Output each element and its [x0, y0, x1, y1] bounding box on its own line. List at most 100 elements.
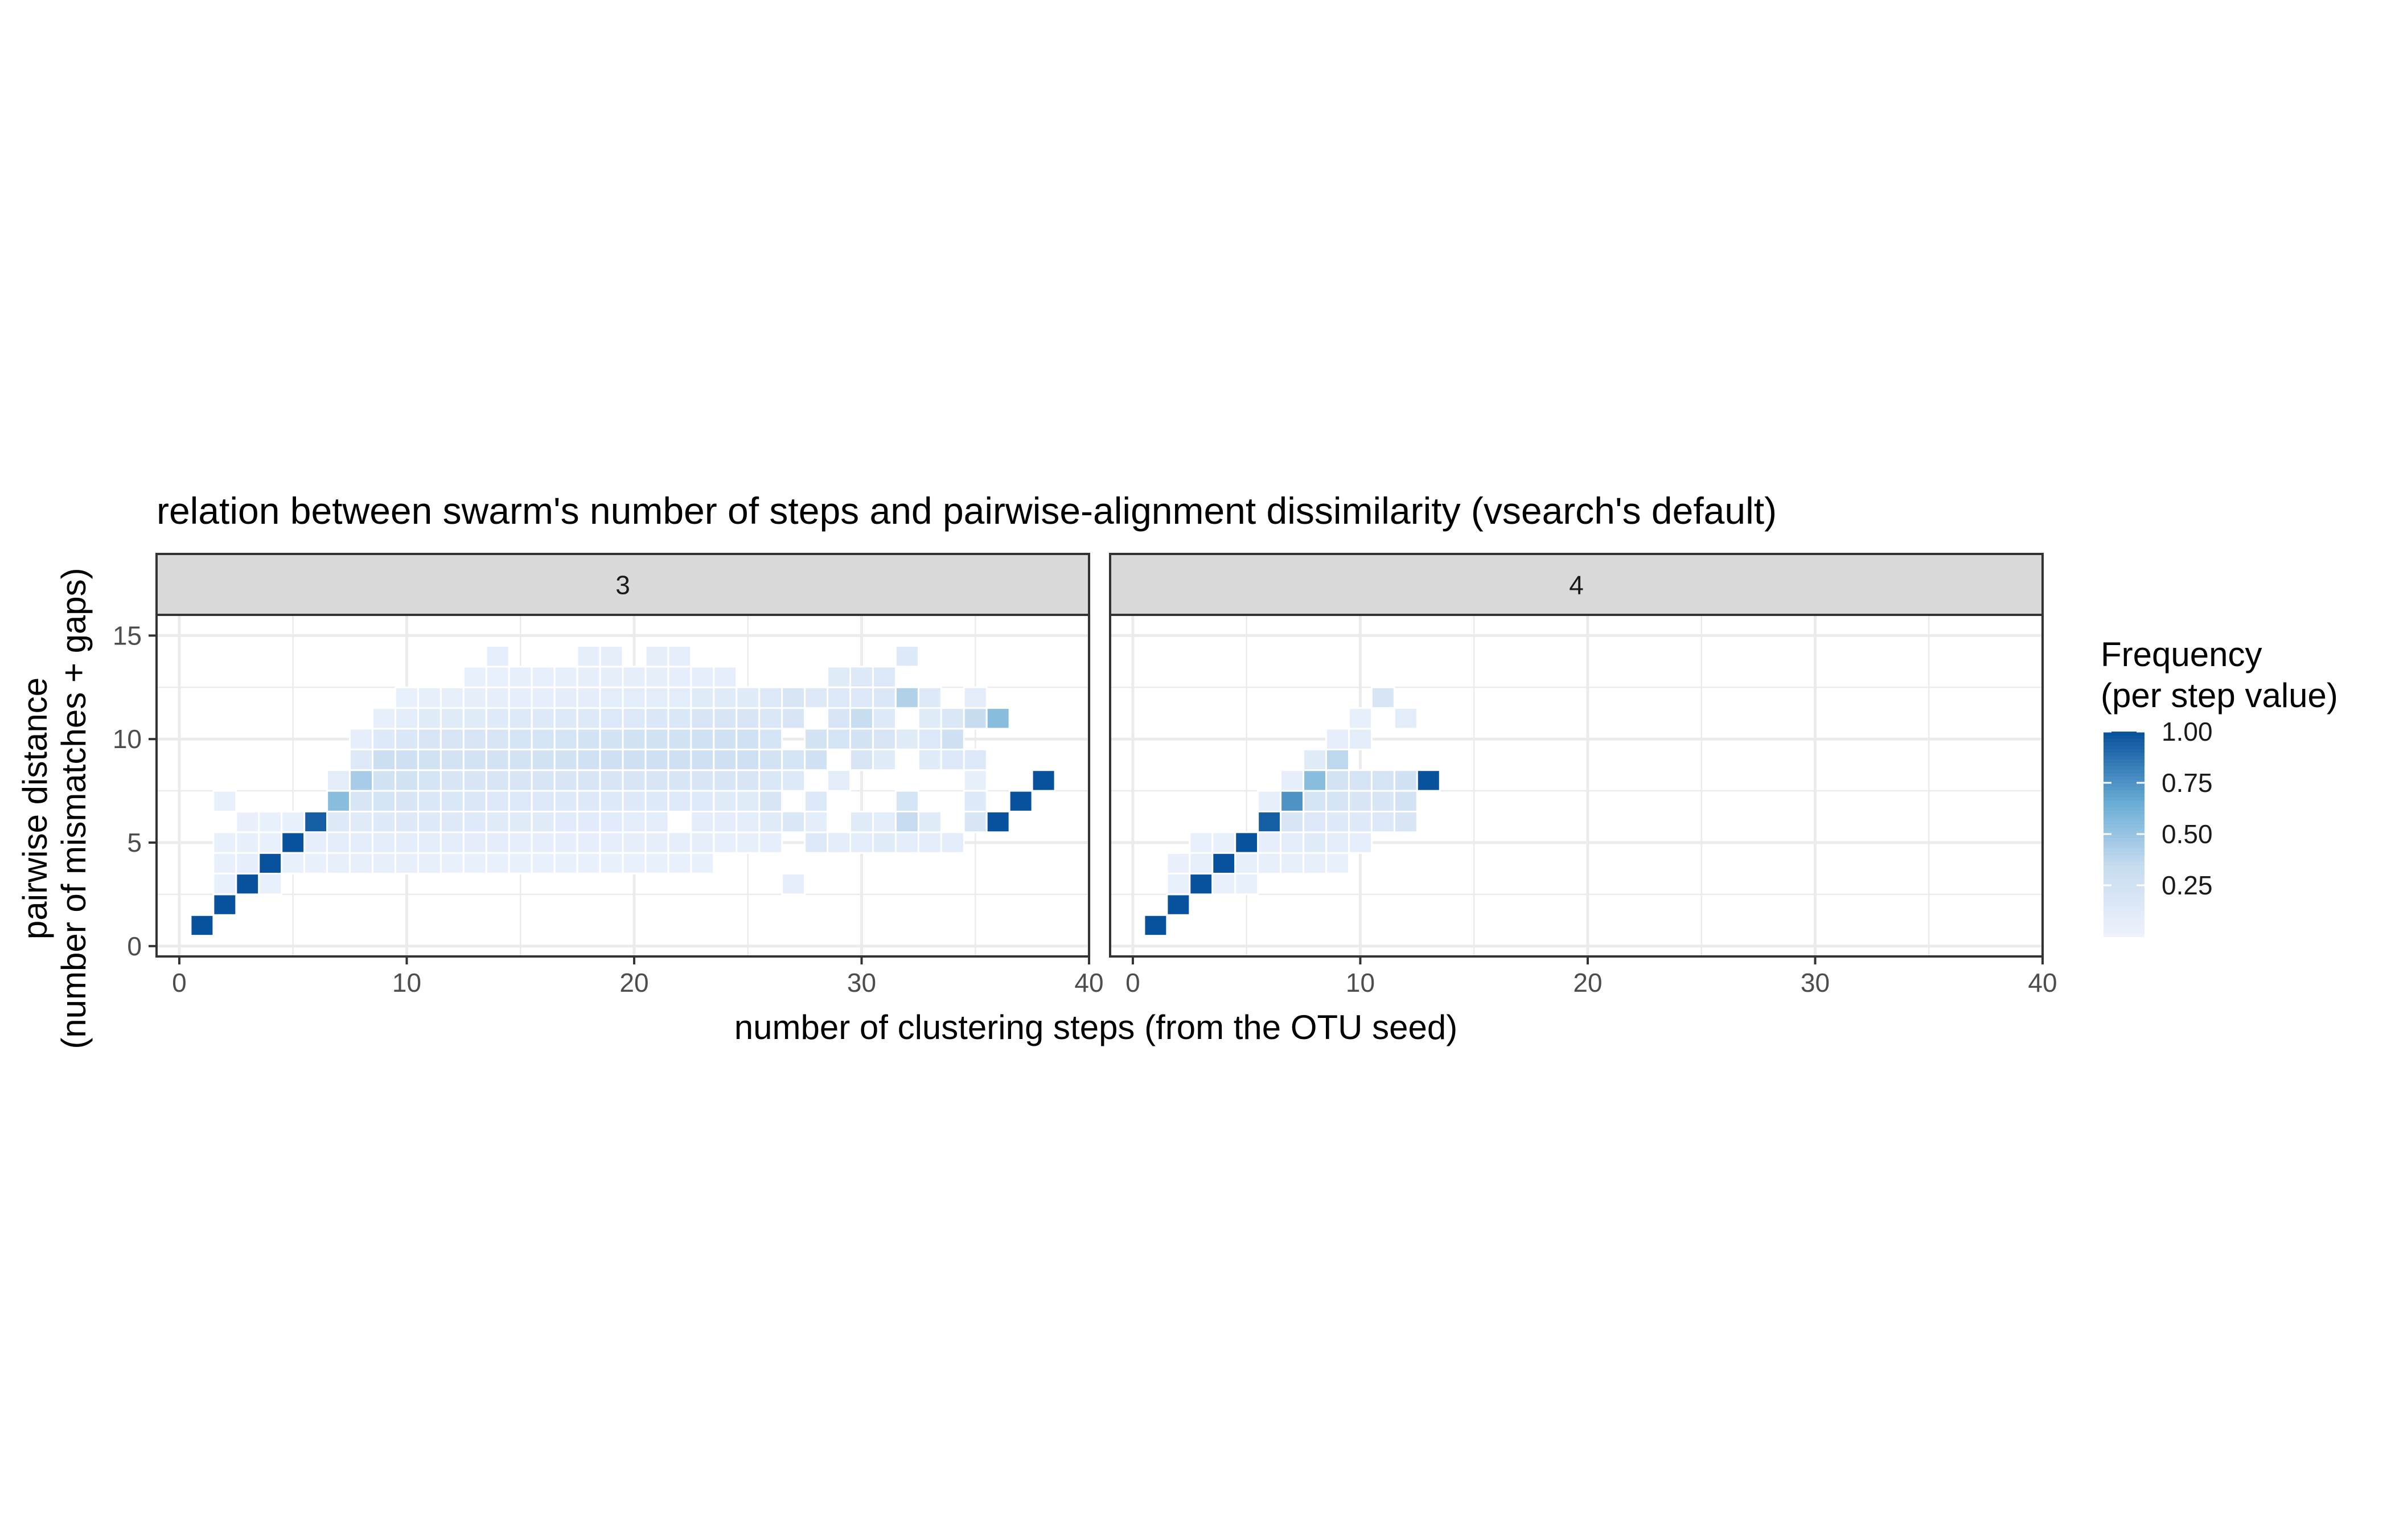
heatmap-cell: [758, 831, 783, 854]
legend-colorbar-segment: [2104, 745, 2144, 749]
heatmap-cell: [394, 810, 419, 833]
heatmap-cell: [326, 810, 351, 833]
legend-colorbar-segment: [2104, 889, 2144, 893]
heatmap-cell: [576, 852, 601, 875]
heatmap-cell: [1211, 852, 1236, 875]
heatmap-cell: [303, 852, 328, 875]
legend-colorbar-segment: [2104, 759, 2144, 763]
heatmap-cell: [485, 831, 510, 854]
heatmap-cell: [849, 748, 874, 771]
heatmap-cell: [804, 790, 829, 812]
legend-colorbar-segment: [2104, 814, 2144, 818]
legend-colorbar-segment: [2104, 834, 2144, 838]
heatmap-cell: [1303, 831, 1328, 854]
heatmap-cell: [508, 810, 533, 833]
legend-colorbar-segment: [2104, 769, 2144, 773]
legend-colorbar-segment: [2104, 861, 2144, 865]
heatmap-cell: [1031, 769, 1056, 792]
heatmap-cell: [553, 852, 578, 875]
heatmap-cell: [576, 707, 601, 730]
heatmap-cell: [599, 645, 624, 668]
legend-colorbar-segment: [2104, 762, 2144, 766]
heatmap-cell: [1189, 873, 1214, 896]
heatmap-cell: [576, 769, 601, 792]
heatmap-cell: [349, 728, 374, 750]
heatmap-cell: [690, 686, 715, 709]
heatmap-cell: [462, 831, 487, 854]
heatmap-cell: [462, 666, 487, 688]
heatmap-cell: [690, 831, 715, 854]
legend-colorbar-segment: [2104, 766, 2144, 770]
legend-colorbar-segment: [2104, 851, 2144, 855]
heatmap-cell: [1280, 790, 1305, 812]
legend-colorbar-segment: [2104, 793, 2144, 797]
heatmap-cell: [894, 810, 919, 833]
heatmap-cell: [1280, 769, 1305, 792]
heatmap-cell: [872, 707, 897, 730]
heatmap-cell: [667, 707, 692, 730]
heatmap-cell: [1325, 831, 1350, 854]
heatmap-cell: [326, 769, 351, 792]
heatmap-cell: [485, 728, 510, 750]
heatmap-cell: [894, 831, 919, 854]
heatmap-cell: [940, 748, 965, 771]
y-tick-label: 0: [127, 931, 142, 961]
heatmap-cell: [508, 686, 533, 709]
facet-strip: [155, 553, 1090, 616]
heatmap-cell: [1189, 852, 1214, 875]
heatmap-cell: [372, 852, 396, 875]
heatmap-cell: [508, 852, 533, 875]
heatmap-cell: [599, 686, 624, 709]
heatmap-cell: [1347, 707, 1373, 730]
heatmap-cell: [417, 728, 442, 750]
heatmap-cell: [804, 810, 829, 833]
heatmap-cell: [1325, 810, 1350, 833]
heatmap-cell: [917, 831, 942, 854]
heatmap-cell: [531, 748, 556, 771]
heatmap-cell: [963, 790, 988, 812]
heatmap-cell: [622, 769, 647, 792]
legend-colorbar-segment: [2104, 865, 2144, 869]
facet-strip-label: 3: [615, 570, 630, 600]
heatmap-cell: [917, 686, 942, 709]
heatmap-cell: [553, 728, 578, 750]
heatmap-cell: [1234, 831, 1259, 854]
heatmap-cell: [1393, 707, 1418, 730]
heatmap-cell: [417, 707, 442, 730]
heatmap-cell: [758, 748, 783, 771]
heatmap-cell: [827, 769, 852, 792]
heatmap-cell: [349, 790, 374, 812]
legend-colorbar-segment: [2104, 749, 2144, 753]
legend-tick-label: 0.50: [2162, 819, 2213, 849]
heatmap-cell: [553, 666, 578, 688]
heatmap-cell: [690, 810, 715, 833]
heatmap-cell: [667, 645, 692, 668]
facet-strip-label: 4: [1569, 570, 1584, 600]
heatmap-cell: [235, 831, 260, 854]
heatmap-cell: [372, 748, 396, 771]
heatmap-cell: [736, 686, 761, 709]
heatmap-cell: [258, 852, 283, 875]
legend-colorbar-segment: [2104, 841, 2144, 845]
heatmap-cell: [508, 666, 533, 688]
heatmap-cell: [940, 707, 965, 730]
heatmap-cell: [644, 728, 669, 750]
legend-colorbar-segment: [2104, 855, 2144, 859]
heatmap-cell: [622, 686, 647, 709]
y-tick-label: 15: [113, 621, 142, 650]
heatmap-cell: [531, 810, 556, 833]
heatmap-cell: [212, 852, 237, 875]
chart-title: relation between swarm's number of steps…: [157, 490, 1777, 532]
heatmap-cell: [394, 686, 419, 709]
heatmap-cell: [599, 831, 624, 854]
heatmap-cell: [917, 810, 942, 833]
heatmap-cell: [576, 810, 601, 833]
heatmap-cell: [963, 769, 988, 792]
heatmap-cell: [827, 686, 852, 709]
heatmap-cell: [713, 707, 738, 730]
heatmap-cell: [644, 666, 669, 688]
legend-colorbar-segment: [2104, 803, 2144, 807]
heatmap-cell: [667, 686, 692, 709]
legend-colorbar-segment: [2104, 902, 2144, 906]
heatmap-cell: [439, 748, 465, 771]
